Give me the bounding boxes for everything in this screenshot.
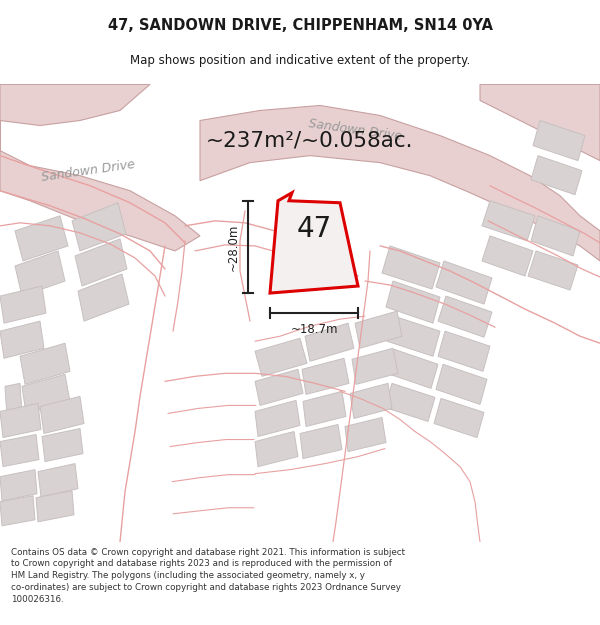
Polygon shape [0,403,41,437]
Text: Contains OS data © Crown copyright and database right 2021. This information is : Contains OS data © Crown copyright and d… [11,548,405,604]
Polygon shape [345,418,386,452]
Polygon shape [438,331,490,371]
Polygon shape [270,192,358,293]
Text: Map shows position and indicative extent of the property.: Map shows position and indicative extent… [130,54,470,68]
Polygon shape [480,84,600,161]
Polygon shape [531,156,582,195]
Polygon shape [436,261,492,304]
Text: 47: 47 [297,216,332,243]
Polygon shape [22,374,70,414]
Polygon shape [255,431,298,467]
Polygon shape [387,349,438,388]
Polygon shape [0,84,150,126]
Text: Sandown Drive: Sandown Drive [307,118,403,144]
Polygon shape [0,469,37,501]
Polygon shape [75,239,127,286]
Polygon shape [5,383,22,416]
Polygon shape [436,364,487,404]
Polygon shape [350,383,392,419]
Polygon shape [434,398,484,437]
Polygon shape [0,496,35,526]
Polygon shape [36,491,74,522]
Polygon shape [387,316,440,356]
Polygon shape [0,84,200,251]
Polygon shape [0,286,46,323]
Polygon shape [200,106,600,261]
Polygon shape [15,216,68,261]
Polygon shape [438,296,492,338]
Text: Sandown Drive: Sandown Drive [40,158,136,184]
Polygon shape [72,202,126,251]
Text: ~237m²/~0.058ac.: ~237m²/~0.058ac. [206,131,414,151]
Polygon shape [531,216,580,256]
Polygon shape [385,383,435,421]
Polygon shape [303,391,346,426]
Polygon shape [255,401,300,436]
Polygon shape [0,321,44,358]
Polygon shape [355,311,402,348]
Polygon shape [300,424,342,459]
Text: 47, SANDOWN DRIVE, CHIPPENHAM, SN14 0YA: 47, SANDOWN DRIVE, CHIPPENHAM, SN14 0YA [107,18,493,32]
Polygon shape [302,358,349,394]
Polygon shape [38,464,78,497]
Polygon shape [533,121,585,161]
Polygon shape [382,246,440,289]
Polygon shape [42,429,83,462]
Text: ~18.7m: ~18.7m [290,322,338,336]
Polygon shape [305,323,354,361]
Polygon shape [15,251,65,296]
Polygon shape [20,343,70,384]
Polygon shape [482,236,533,276]
Polygon shape [482,201,535,241]
Polygon shape [255,369,303,406]
Polygon shape [0,434,39,467]
Polygon shape [386,281,440,323]
Polygon shape [255,338,307,376]
Polygon shape [40,396,84,434]
Polygon shape [528,251,578,290]
Polygon shape [78,274,129,321]
Polygon shape [352,348,398,384]
Text: ~28.0m: ~28.0m [227,223,239,271]
